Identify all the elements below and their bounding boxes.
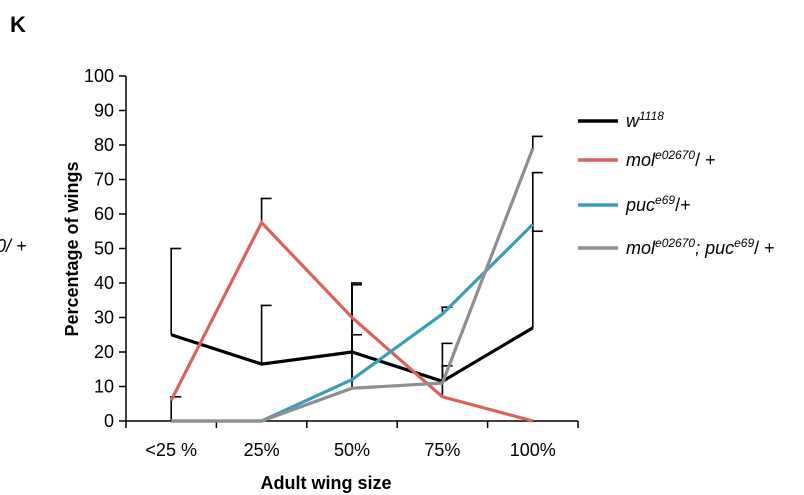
- clipped-legend-fragment: 0/ +: [0, 236, 27, 256]
- series-line: [170, 326, 534, 384]
- legend-label: puce69/+: [625, 193, 691, 215]
- y-tick-label: 100: [84, 66, 114, 86]
- x-ticks: <25 % 25% 50% 75% 100%: [125, 421, 579, 460]
- y-tick-label: 0: [104, 411, 114, 431]
- series-line: [169, 219, 534, 423]
- y-tick-label: 50: [94, 239, 114, 259]
- plot-area: 0 10 20 30 40 50 60 70 80 90 100 <25 % 25% 50% 75% 100…: [84, 66, 579, 460]
- y-tick-label: 10: [94, 377, 114, 397]
- y-tick-label: 20: [94, 342, 114, 362]
- x-tick-label: 100%: [510, 440, 556, 460]
- x-axis-title: Adult wing size: [260, 473, 391, 493]
- y-tick-label: 40: [94, 273, 114, 293]
- x-tick-label: 50%: [334, 440, 370, 460]
- panel-letter: K: [10, 12, 26, 37]
- legend: w1118 mole02670/ + puce69/+ mole02670; puce…: [578, 109, 775, 258]
- legend-label: mole02670; puce69/ +: [626, 236, 775, 258]
- y-tick-label: 90: [94, 101, 114, 121]
- legend-label: mole02670/ +: [626, 148, 716, 170]
- y-ticks: 0 10 20 30 40 50 60 70 80 90 100: [84, 66, 126, 431]
- y-tick-label: 60: [94, 204, 114, 224]
- x-tick-label: 25%: [244, 440, 280, 460]
- y-tick-label: 80: [94, 135, 114, 155]
- y-tick-label: 70: [94, 170, 114, 190]
- legend-label: w1118: [626, 109, 664, 131]
- series-line: [171, 147, 535, 423]
- x-tick-label: 75%: [424, 440, 460, 460]
- y-tick-label: 30: [94, 308, 114, 328]
- x-tick-label: <25 %: [145, 440, 197, 460]
- y-axis-title: Percentage of wings: [62, 161, 82, 336]
- series-lines: [169, 147, 535, 423]
